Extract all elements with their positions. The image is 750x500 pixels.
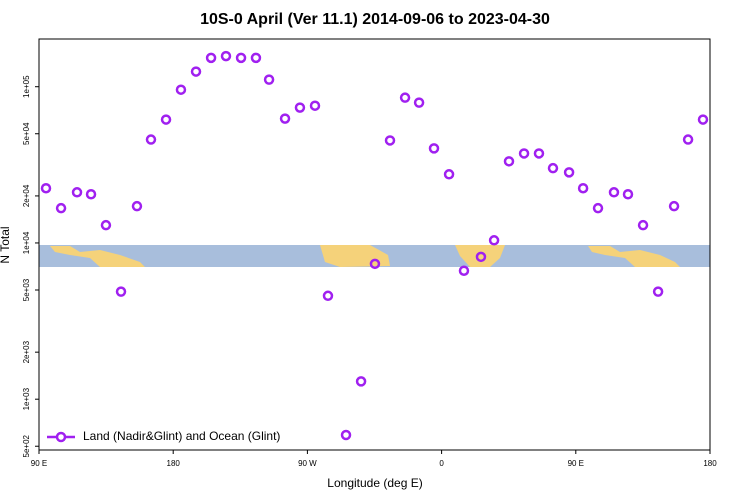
- x-tick-label: 0: [439, 459, 444, 468]
- y-tick-label: 5e+04: [22, 122, 31, 145]
- point: [250, 52, 262, 64]
- point: [458, 265, 470, 276]
- plot-frame: [38, 38, 711, 451]
- x-tick-label: 180: [703, 459, 717, 468]
- x-tick-label: 90 E: [568, 459, 584, 468]
- point: [115, 286, 127, 297]
- point: [637, 219, 649, 231]
- point: [547, 162, 559, 174]
- point: [443, 169, 455, 180]
- point: [475, 251, 487, 263]
- point: [369, 258, 381, 270]
- point: [220, 50, 232, 62]
- point: [160, 114, 172, 125]
- point: [682, 134, 694, 145]
- point: [131, 200, 143, 212]
- point: [175, 84, 187, 95]
- x-tick-label: 180: [167, 459, 181, 468]
- point: [622, 188, 634, 200]
- point: [340, 429, 352, 441]
- point: [488, 235, 500, 246]
- point: [55, 202, 67, 214]
- x-axis-label: Longitude (deg E): [327, 476, 422, 490]
- point: [399, 92, 411, 103]
- x-tick-label: 90 E: [31, 459, 47, 468]
- point: [563, 167, 575, 178]
- point: [503, 156, 515, 167]
- y-tick-label: 1e+04: [22, 231, 31, 254]
- point: [355, 376, 367, 387]
- y-tick-label: 2e+03: [22, 340, 31, 363]
- point: [592, 202, 604, 214]
- point: [309, 100, 321, 111]
- point: [652, 286, 664, 297]
- point: [668, 200, 680, 212]
- point: [205, 52, 217, 64]
- map-band: [39, 245, 710, 267]
- point: [40, 182, 52, 194]
- y-tick-label: 1e+05: [22, 75, 31, 98]
- y-tick-label: 2e+04: [22, 184, 31, 207]
- point: [279, 113, 291, 124]
- y-axis-label: N Total: [0, 226, 12, 263]
- point: [608, 187, 620, 198]
- point: [263, 74, 275, 85]
- point: [428, 143, 440, 154]
- point: [577, 182, 589, 194]
- point: [100, 219, 112, 231]
- point: [533, 148, 545, 159]
- y-tick-label: 5e+03: [22, 278, 31, 301]
- point: [518, 148, 530, 159]
- point: [145, 134, 157, 145]
- point: [322, 290, 334, 302]
- point: [294, 102, 306, 113]
- point: [71, 187, 83, 198]
- point: [235, 52, 247, 64]
- point: [384, 135, 396, 146]
- point: [413, 97, 425, 108]
- legend-label: Land (Nadir&Glint) and Ocean (Glint): [83, 429, 280, 443]
- legend-marker: [55, 431, 67, 443]
- point: [190, 66, 202, 77]
- x-tick-label: 90 W: [298, 459, 317, 468]
- chart-title: 10S-0 April (Ver 11.1) 2014-09-06 to 202…: [200, 11, 550, 28]
- y-tick-label: 5e+02: [22, 434, 31, 457]
- point: [85, 188, 97, 200]
- y-tick-label: 1e+03: [22, 387, 31, 410]
- point: [697, 114, 709, 125]
